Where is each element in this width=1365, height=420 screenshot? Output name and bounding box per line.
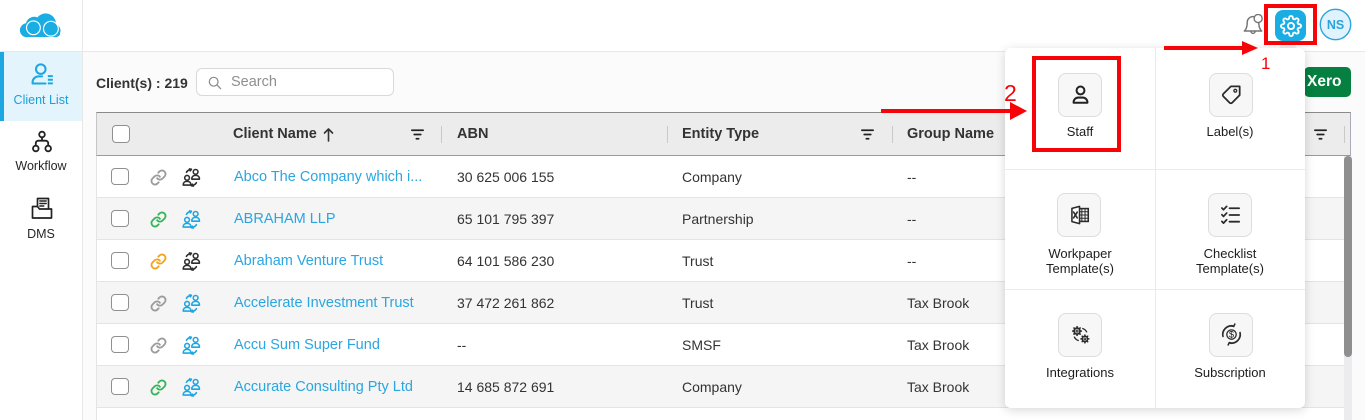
svg-text:$: $ (1229, 330, 1234, 340)
svg-text:NS: NS (1327, 18, 1344, 32)
